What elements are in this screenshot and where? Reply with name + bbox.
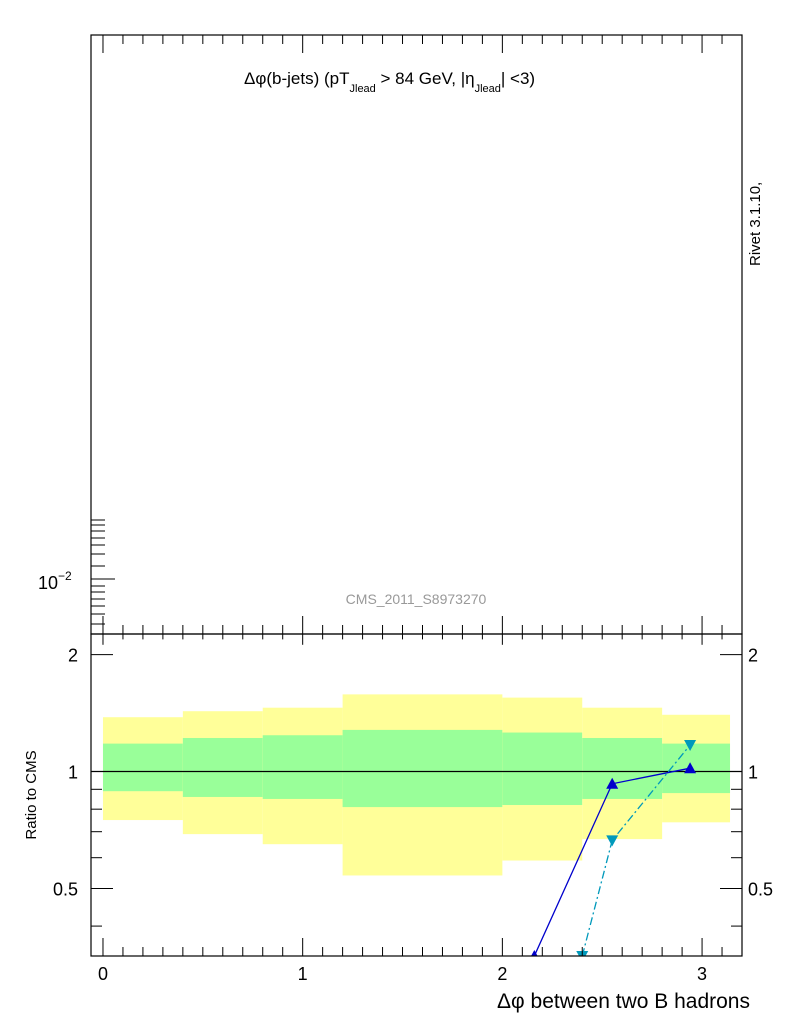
x-tick-label: 2 [497,964,507,984]
chart-title: Δφ(b-jets) (pTJlead > 84 GeV, |ηJlead| <… [244,69,535,95]
green-band-5 [582,737,663,799]
top-panel: 10−2 Δφ(b-jets) (pTJlead > 84 GeV, |ηJle… [38,34,764,635]
series-0-line [533,767,691,956]
green-band-3 [342,729,503,808]
series-0-marker-1 [531,950,538,956]
series-1-marker-2 [684,740,697,752]
x-tick-label: 0 [98,964,108,984]
y-tick-label-right: 0.5 [748,879,773,899]
x-tick-label: 3 [697,964,707,984]
y-tick-label-left: 2 [68,646,78,666]
x-tick-labels: 0 1 2 3 [98,964,707,984]
x-axis-label: Δφ between two B hadrons [497,990,750,1013]
rivet-version-label: Rivet 3.1.10, [747,182,764,266]
series-1-marker-1 [606,835,619,847]
y-tick-label-right: 1 [748,763,758,783]
top-panel-x-ticks [102,35,743,634]
ratio-panel-frame [90,633,743,957]
ratio-panel-x-ticks [102,634,743,956]
green-band-2 [262,735,343,799]
top-y-tick-label: 10−2 [38,569,72,593]
green-band-4 [502,732,583,806]
series-0-marker-2 [606,777,619,789]
top-panel-frame [90,34,743,635]
green-band-1 [182,737,263,797]
green-band-0 [102,743,183,792]
series-0-marker-3 [684,762,697,774]
ratio-panel-y-ticks [91,654,742,927]
watermark: CMS_2011_S8973270 [346,591,487,607]
uncertainty-bands [102,694,731,876]
y-tick-labels: 0.5 0.5 1 1 2 2 [53,646,773,900]
mc-series [531,740,697,956]
y-tick-label-right: 2 [748,646,758,666]
green-band-6 [662,743,731,794]
y-tick-label-left: 0.5 [53,879,78,899]
y-tick-label-left: 1 [68,763,78,783]
ratio-panel: 0 1 2 3 0.5 0.5 1 1 2 2 Ratio to CMS Δφ between … [23,633,773,1013]
y-axis-label: Ratio to CMS [23,750,40,839]
x-tick-label: 1 [298,964,308,984]
top-panel-y-ticks [91,519,115,625]
